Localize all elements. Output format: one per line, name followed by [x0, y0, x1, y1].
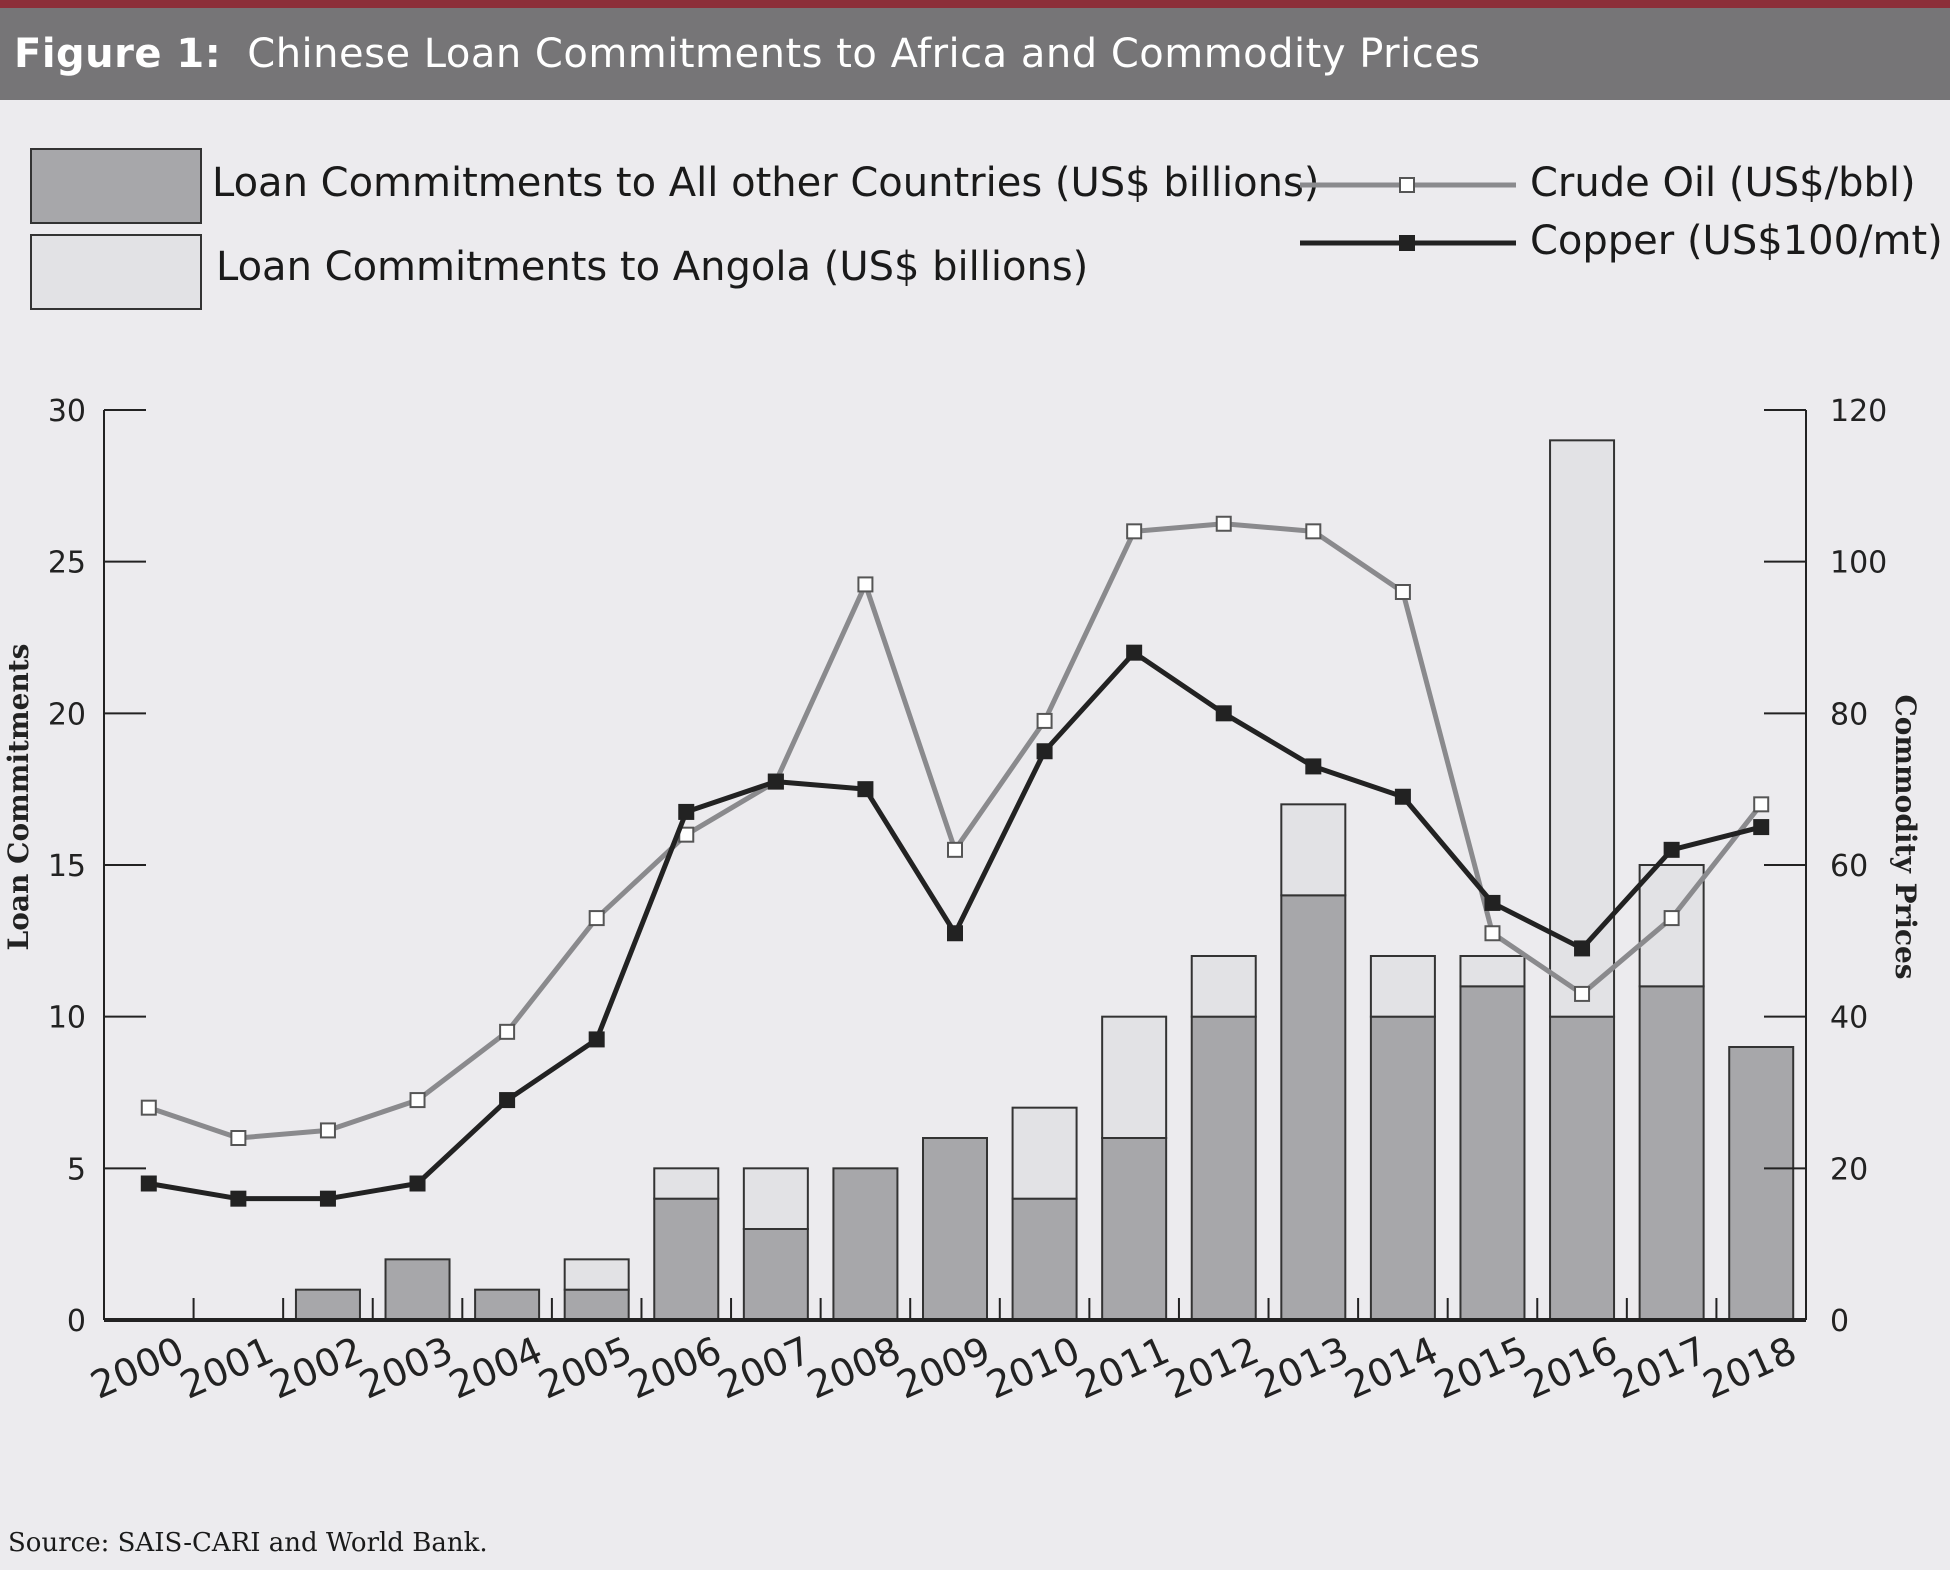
y-tick-label-25: 25: [48, 546, 86, 581]
copper-point-2002: [319, 1190, 336, 1207]
copper-point-2013: [1305, 758, 1322, 775]
bar-angola-2011: [1101, 1015, 1168, 1140]
bar-other-2010: [1011, 1197, 1078, 1321]
bar-angola-2005: [563, 1258, 630, 1291]
oil-point-2002: [319, 1122, 336, 1139]
y2-tick-label-60: 60: [1830, 849, 1868, 884]
copper-point-2016: [1574, 940, 1591, 957]
top-accent-line: [0, 0, 1950, 8]
y-tick-label-30: 30: [48, 394, 86, 429]
y2-axis-label: Commodity Prices: [1889, 694, 1922, 979]
copper-point-2012: [1215, 705, 1232, 722]
copper-point-2010: [1036, 743, 1053, 760]
bar-angola-2006: [653, 1167, 720, 1200]
y-tick-label-15: 15: [48, 849, 86, 884]
source-note: Source: SAIS-CARI and World Bank.: [8, 1528, 488, 1558]
bar-angola-2007: [742, 1167, 809, 1231]
figure-label: Figure 1:: [14, 31, 222, 77]
bar-other-2015: [1459, 985, 1526, 1321]
x-tick-label-2018: 2018: [1697, 1328, 1803, 1408]
line-layer: [140, 515, 1770, 1207]
oil-point-2000: [140, 1099, 157, 1116]
copper-point-2005: [588, 1031, 605, 1048]
figure-header: Figure 1: Chinese Loan Commitments to Af…: [0, 8, 1950, 100]
figure-title: Chinese Loan Commitments to Africa and C…: [247, 31, 1481, 77]
bar-other-2003: [384, 1258, 451, 1322]
copper-point-2017: [1663, 841, 1680, 858]
oil-point-2009: [947, 841, 963, 858]
oil-point-2012: [1215, 515, 1232, 532]
bar-other-2006: [653, 1197, 720, 1321]
legend-oil-line: [1300, 177, 1516, 193]
bar-other-2005: [563, 1288, 630, 1321]
y-tick-label-10: 10: [48, 1001, 86, 1036]
copper-point-2008: [857, 781, 874, 798]
y2-tick-label-120: 120: [1830, 394, 1887, 429]
oil-point-2004: [499, 1023, 516, 1040]
legend-label-angola: Loan Commitments to Angola (US$ billions…: [216, 244, 1089, 290]
bar-other-2012: [1190, 1015, 1257, 1322]
bar-angola-2012: [1190, 955, 1257, 1018]
oil-point-2018: [1753, 796, 1770, 813]
bar-other-2002: [294, 1288, 361, 1321]
legend-swatch-other: [30, 148, 202, 224]
oil-point-2010: [1036, 712, 1053, 729]
copper-point-2006: [678, 803, 695, 820]
oil-point-2013: [1305, 523, 1322, 540]
oil-point-2003: [409, 1092, 426, 1109]
legend-label-copper: Copper (US$100/mt): [1530, 218, 1943, 264]
bar-other-2009: [922, 1137, 988, 1321]
copper-point-2011: [1126, 644, 1143, 661]
legend-label-other: Loan Commitments to All other Countries …: [212, 160, 1320, 206]
bar-other-2013: [1280, 894, 1347, 1321]
y2-tick-label-100: 100: [1830, 546, 1887, 581]
copper-point-2018: [1753, 819, 1770, 836]
bar-other-2004: [474, 1288, 541, 1321]
copper-point-2000: [140, 1175, 157, 1192]
copper-point-2014: [1394, 788, 1411, 805]
copper-point-2003: [409, 1175, 426, 1192]
oil-point-2017: [1663, 910, 1680, 927]
legend-label-oil: Crude Oil (US$/bbl): [1530, 160, 1916, 206]
legend-swatch-angola: [30, 234, 202, 310]
oil-point-2014: [1394, 584, 1411, 600]
copper-point-2007: [767, 773, 784, 790]
bar-other-2016: [1549, 1015, 1616, 1322]
bar-angola-2010: [1011, 1106, 1078, 1200]
bar-angola-2013: [1280, 803, 1347, 897]
oil-point-2011: [1126, 523, 1143, 540]
oil-point-2015: [1484, 925, 1501, 942]
legend-copper-line: [1300, 235, 1516, 251]
bar-angola-2014: [1369, 955, 1436, 1018]
bar-other-2008: [832, 1167, 899, 1322]
y2-tick-label-0: 0: [1830, 1304, 1849, 1339]
bar-other-2011: [1101, 1137, 1168, 1321]
bar-layer: [294, 439, 1795, 1322]
copper-point-2015: [1484, 894, 1501, 911]
bar-other-2014: [1369, 1015, 1436, 1322]
y2-tick-label-20: 20: [1830, 1152, 1868, 1187]
y2-tick-label-80: 80: [1830, 697, 1868, 732]
copper-point-2001: [230, 1190, 247, 1207]
y-tick-label-20: 20: [48, 697, 86, 732]
y-axis-label: Loan Commitments: [2, 644, 35, 951]
bar-angola-2015: [1459, 955, 1526, 988]
y2-tick-label-40: 40: [1830, 1001, 1868, 1036]
y-tick-label-5: 5: [67, 1152, 86, 1187]
copper-point-2009: [947, 925, 963, 942]
bar-other-2017: [1638, 985, 1705, 1321]
oil-point-2016: [1574, 985, 1591, 1002]
bar-other-2018: [1728, 1046, 1795, 1321]
copper-point-2004: [499, 1092, 516, 1109]
oil-point-2001: [230, 1130, 247, 1146]
bar-angola-2016: [1549, 439, 1616, 1018]
bar-other-2007: [742, 1228, 809, 1321]
oil-point-2005: [588, 910, 605, 927]
oil-point-2008: [857, 576, 874, 593]
y-tick-label-0: 0: [67, 1304, 86, 1339]
